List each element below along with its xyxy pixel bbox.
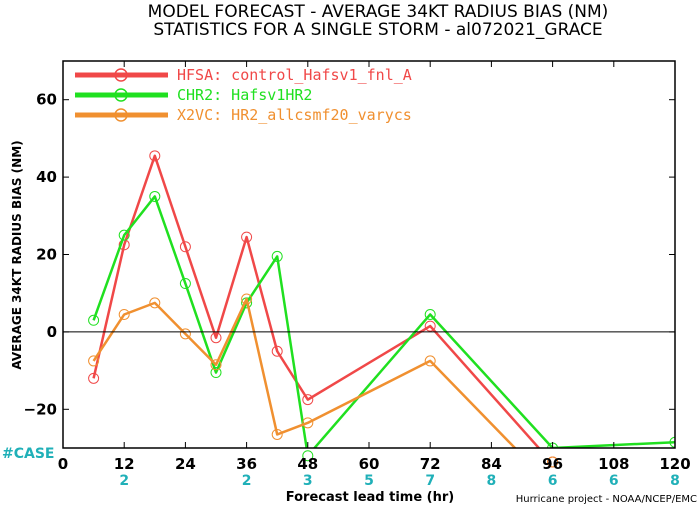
series-3-point [547,456,559,468]
y-tick-label: 60 [36,91,57,109]
series-2-point [118,229,130,241]
series-2-point [302,450,314,462]
x-tick-label: 48 [297,455,318,473]
x-tick-label: 108 [598,455,629,473]
series-2-point [271,250,283,262]
series-1-point [424,320,436,332]
series-2-point [149,190,161,202]
series-3-point [424,355,436,367]
series-2-point [179,278,191,290]
series-1-point [302,394,314,406]
case-count: 2 [242,473,252,489]
case-count: 5 [364,473,374,489]
case-count: 8 [670,473,680,489]
legend-entry: HFSA: control_Hafsv1_fnl_A [177,66,412,84]
series-2-point [210,367,222,379]
series-3-point [179,328,191,340]
series-2-point [88,314,100,326]
chart-subtitle: STATISTICS FOR A SINGLE STORM - al072021… [153,20,602,40]
x-tick-label: 12 [114,455,135,473]
x-tick-label: 120 [659,455,690,473]
series-1-point [179,241,191,253]
series-1-point [149,150,161,162]
y-tick-label: 20 [36,246,57,264]
series-3-point [88,355,100,367]
y-tick-label: 40 [36,168,57,186]
legend-entry: CHR2: Hafsv1HR2 [177,86,312,104]
legend-marker [114,108,128,122]
x-tick-label: 24 [175,455,196,473]
x-tick-label: 72 [420,455,441,473]
legend-marker [114,68,128,82]
x-axis-label: Forecast lead time (hr) [286,490,454,505]
credit-text: Hurricane project - NOAA/NCEP/EMC [516,494,697,505]
case-count: 3 [303,473,313,489]
series-3-point [302,417,314,429]
x-tick-label: 0 [58,455,68,473]
series-2-point [424,308,436,320]
series-2-point [669,436,675,448]
y-axis-label: AVERAGE 34KT RADIUS BIAS (NM) [10,140,24,369]
case-count: 8 [487,473,497,489]
case-label: #CASE [2,446,55,462]
case-count: 7 [425,473,435,489]
x-tick-label: 60 [359,455,380,473]
series-3-point [149,297,161,309]
series-1-point [271,345,283,357]
case-count: 6 [548,473,558,489]
series-1-point [241,231,253,243]
series-3-point [118,308,130,320]
x-tick-label: 84 [481,455,502,473]
x-tick-label: 96 [542,455,563,473]
series-3-point [271,428,283,440]
y-tick-label: −20 [24,400,57,418]
legend-entry: X2VC: HR2_allcsmf20_varycs [177,106,412,124]
case-count: 6 [609,473,619,489]
case-count: 2 [119,473,129,489]
y-tick-label: 0 [47,323,57,341]
series-3-point [241,293,253,305]
legend-marker [114,88,128,102]
series-1-point [88,372,100,384]
series-line-1 [92,154,541,448]
x-tick-label: 36 [236,455,257,473]
chart-title: MODEL FORECAST - AVERAGE 34KT RADIUS BIA… [148,2,609,22]
series-3-point [210,359,222,371]
series-1-point [210,332,222,344]
